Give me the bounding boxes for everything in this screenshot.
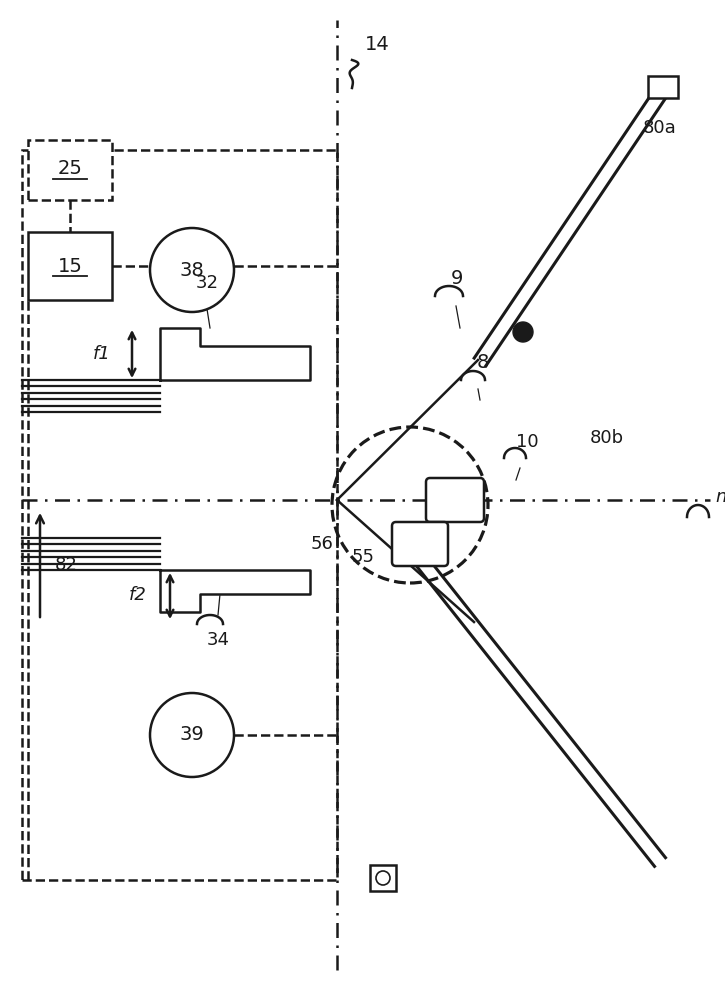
Text: 56: 56: [310, 535, 334, 553]
Text: f1: f1: [93, 345, 111, 363]
Circle shape: [150, 693, 234, 777]
FancyBboxPatch shape: [28, 232, 112, 300]
Text: 82: 82: [55, 556, 78, 574]
Text: 55: 55: [352, 548, 375, 566]
Text: 25: 25: [57, 159, 83, 178]
Text: 9: 9: [451, 268, 463, 288]
Text: 39: 39: [180, 726, 204, 744]
Text: f2: f2: [129, 586, 147, 604]
Text: 38: 38: [180, 260, 204, 279]
Text: 32: 32: [196, 274, 218, 292]
Circle shape: [376, 871, 390, 885]
FancyBboxPatch shape: [648, 76, 678, 98]
Text: 10: 10: [515, 433, 538, 451]
FancyBboxPatch shape: [426, 478, 484, 522]
Polygon shape: [160, 570, 310, 612]
Text: 34: 34: [207, 631, 230, 649]
Text: 80a: 80a: [643, 119, 676, 137]
Circle shape: [150, 228, 234, 312]
FancyBboxPatch shape: [392, 522, 448, 566]
Text: 15: 15: [57, 256, 83, 275]
Text: 8: 8: [477, 353, 489, 371]
Text: 80b: 80b: [590, 429, 624, 447]
FancyBboxPatch shape: [28, 140, 112, 200]
Circle shape: [513, 322, 533, 342]
Text: 14: 14: [365, 35, 390, 54]
Polygon shape: [160, 328, 310, 380]
Text: nF: nF: [715, 488, 725, 506]
